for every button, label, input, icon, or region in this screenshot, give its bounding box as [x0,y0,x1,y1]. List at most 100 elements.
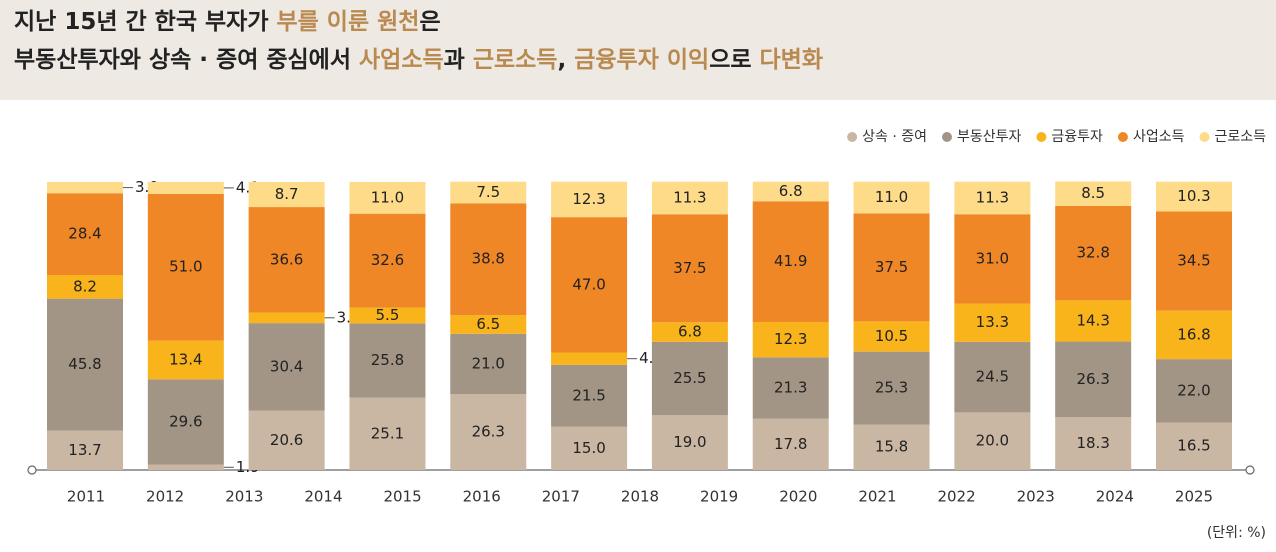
legend-label: 사업소득 [1133,129,1185,145]
data-label: 25.8 [371,351,404,369]
x-tick-label: 2012 [146,488,184,506]
bar-segment [349,397,426,470]
bar-segment [248,207,325,313]
bar-segment [752,181,829,202]
data-label: 51.0 [169,258,202,276]
x-tick-label: 2018 [621,488,659,506]
bar-segment [551,364,628,427]
bar-segment [349,307,426,324]
bar-segment [47,182,123,194]
x-tick-label: 2015 [383,488,421,506]
x-tick-label: 2017 [542,488,580,506]
bar-segment [450,203,527,316]
x-tick-label: 2020 [779,488,817,506]
bar-segment [147,193,224,341]
bar-segment [651,341,728,416]
data-label: 26.3 [472,423,505,441]
bar-segment [147,182,224,194]
data-label: 18.3 [1076,434,1109,452]
bar-segment [248,312,325,324]
bar-segment [752,418,829,470]
bar-segment [853,424,930,470]
data-label: 30.4 [270,357,303,375]
data-label: 29.6 [169,412,202,430]
data-label: 41.9 [774,252,807,270]
x-tick-label: 2024 [1096,488,1134,506]
bar-segment [1055,300,1132,342]
unit-note: (단위: %) [1207,525,1266,541]
legend-marker [1117,132,1128,142]
data-label: 25.3 [875,379,908,397]
bar-segment [248,410,325,470]
data-label: 19.0 [673,433,706,451]
bar-segment [651,415,728,470]
bar-segment [349,323,426,398]
data-label: 14.3 [1076,311,1109,329]
title-segment: 근로소득 [473,47,558,73]
bar-segment [1156,359,1232,423]
data-label: 6.8 [678,323,702,341]
data-label: 37.5 [673,259,706,277]
title-segment: 은 [419,9,440,35]
bar-segment [1156,211,1232,311]
data-label: 38.8 [472,250,505,268]
data-label: 12.3 [774,330,807,348]
x-tick-label: 2023 [1017,488,1055,506]
bar-segment [248,323,325,411]
data-label: 32.6 [371,251,404,269]
data-label: 11.3 [673,188,706,206]
data-label: 15.0 [572,439,605,457]
bar-segment [954,303,1031,342]
legend-marker [847,132,858,142]
data-label: 22.0 [1177,381,1210,399]
bar-segment [651,181,728,215]
data-label: 32.8 [1076,244,1109,262]
bar-segment [1055,341,1132,418]
title-segment: 다변화 [760,47,823,73]
data-label: 6.8 [779,182,803,200]
data-label: 47.0 [572,275,605,293]
data-label: 37.5 [875,258,908,276]
bar-segment [551,181,628,218]
bar-segment [349,213,426,308]
title-line: 지난 15년 간 한국 부자가 부를 이룬 원천은 [14,9,441,35]
data-label: 11.0 [371,188,404,206]
bar-segment [147,340,224,380]
legend: 근로소득 사업소득 금융투자 부동산투자 상속 · 증여 [847,129,1266,145]
title-segment: 부를 이룬 원천 [276,9,419,35]
title-segment: 부동산투자와 상속 · 증여 중심에서 [14,47,359,73]
data-label: 21.0 [472,355,505,373]
axis-end [27,465,37,475]
axis-end [1245,465,1255,475]
bar-segment [651,214,728,323]
data-label: 8.5 [1081,184,1105,202]
title-segment: 금융투자 이익 [574,47,709,73]
data-label: 11.3 [976,188,1009,206]
data-label: 28.4 [68,225,101,243]
data-label: 31.0 [976,249,1009,267]
bar-segment [47,298,123,431]
data-label: 36.6 [270,250,303,268]
bar-segment [1055,205,1132,301]
bar-segment [1156,310,1232,360]
x-tick-label: 2011 [67,488,105,506]
data-label: 26.3 [1076,370,1109,388]
bar-segment [853,351,930,425]
bar-segment [147,379,224,465]
data-label: 16.5 [1177,437,1210,455]
bar-segment [954,214,1031,304]
title-segment: 으로 [709,47,759,73]
data-label: 12.3 [572,190,605,208]
bar-segment [47,193,123,276]
x-tick-label: 2016 [463,488,501,506]
bar-segment [450,315,527,334]
legend-marker [942,132,952,142]
bar-segment [47,275,123,299]
data-label: 8.7 [275,185,299,203]
bar-segment [551,426,628,470]
legend-label: 상속 · 증여 [862,129,927,145]
x-tick-label: 2014 [304,488,342,506]
x-tick-label: 2025 [1175,488,1213,506]
bar-segment [450,333,527,395]
